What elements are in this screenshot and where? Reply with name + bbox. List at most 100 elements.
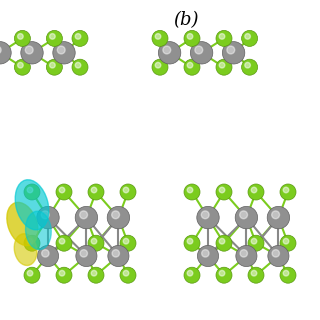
Circle shape	[80, 250, 87, 257]
Text: (b): (b)	[173, 11, 198, 29]
Circle shape	[184, 267, 200, 283]
Circle shape	[216, 59, 232, 75]
Circle shape	[152, 59, 168, 75]
Circle shape	[88, 184, 104, 200]
Circle shape	[227, 46, 235, 54]
Circle shape	[195, 46, 203, 54]
Circle shape	[27, 187, 33, 193]
Circle shape	[283, 187, 289, 193]
Circle shape	[280, 267, 296, 283]
Circle shape	[24, 267, 40, 283]
Circle shape	[53, 42, 75, 64]
Circle shape	[75, 34, 81, 39]
Circle shape	[219, 238, 225, 244]
Circle shape	[187, 62, 193, 68]
Circle shape	[88, 235, 104, 251]
Circle shape	[219, 270, 225, 276]
Circle shape	[201, 211, 209, 219]
Circle shape	[240, 211, 248, 219]
Circle shape	[123, 238, 129, 244]
Circle shape	[251, 187, 257, 193]
Circle shape	[155, 34, 161, 39]
Circle shape	[0, 42, 11, 64]
Circle shape	[268, 245, 289, 267]
Circle shape	[112, 250, 119, 257]
Circle shape	[120, 267, 136, 283]
Ellipse shape	[14, 234, 37, 266]
Circle shape	[184, 235, 200, 251]
Circle shape	[75, 206, 98, 229]
Circle shape	[163, 46, 171, 54]
Circle shape	[245, 34, 251, 39]
Circle shape	[184, 184, 200, 200]
Circle shape	[283, 270, 289, 276]
Circle shape	[267, 206, 290, 229]
Circle shape	[120, 184, 136, 200]
Circle shape	[251, 270, 257, 276]
Circle shape	[248, 235, 264, 251]
Circle shape	[216, 184, 232, 200]
Circle shape	[184, 59, 200, 75]
Circle shape	[280, 184, 296, 200]
Circle shape	[216, 235, 232, 251]
Circle shape	[283, 238, 289, 244]
Circle shape	[155, 62, 161, 68]
Circle shape	[37, 245, 59, 267]
Circle shape	[25, 46, 33, 54]
Circle shape	[248, 267, 264, 283]
Circle shape	[219, 187, 225, 193]
Circle shape	[18, 34, 23, 39]
Circle shape	[184, 30, 200, 46]
Circle shape	[123, 187, 129, 193]
Circle shape	[91, 187, 97, 193]
Circle shape	[248, 184, 264, 200]
Circle shape	[41, 211, 49, 219]
Circle shape	[46, 30, 62, 46]
Circle shape	[37, 206, 59, 229]
Circle shape	[91, 238, 97, 244]
Circle shape	[50, 34, 55, 39]
Circle shape	[76, 245, 97, 267]
Circle shape	[123, 270, 129, 276]
Circle shape	[187, 270, 193, 276]
Circle shape	[152, 30, 168, 46]
Circle shape	[57, 46, 65, 54]
Ellipse shape	[15, 180, 49, 230]
Circle shape	[91, 270, 97, 276]
Circle shape	[27, 238, 33, 244]
Circle shape	[112, 211, 120, 219]
Circle shape	[242, 30, 258, 46]
Circle shape	[42, 250, 49, 257]
Circle shape	[21, 42, 43, 64]
Circle shape	[0, 46, 1, 54]
Ellipse shape	[7, 202, 38, 246]
Circle shape	[88, 267, 104, 283]
Circle shape	[190, 42, 213, 64]
Circle shape	[216, 267, 232, 283]
Circle shape	[240, 250, 247, 257]
Circle shape	[50, 62, 55, 68]
Circle shape	[219, 62, 225, 68]
Circle shape	[219, 34, 225, 39]
Circle shape	[80, 211, 88, 219]
Circle shape	[14, 30, 30, 46]
Circle shape	[27, 270, 33, 276]
Circle shape	[18, 62, 23, 68]
Circle shape	[24, 184, 40, 200]
Circle shape	[75, 62, 81, 68]
Circle shape	[158, 42, 181, 64]
Circle shape	[56, 235, 72, 251]
Circle shape	[187, 187, 193, 193]
Circle shape	[107, 206, 130, 229]
Circle shape	[251, 238, 257, 244]
Circle shape	[59, 187, 65, 193]
Circle shape	[216, 30, 232, 46]
Circle shape	[187, 238, 193, 244]
Circle shape	[72, 30, 88, 46]
Circle shape	[235, 206, 258, 229]
Circle shape	[56, 184, 72, 200]
Circle shape	[72, 59, 88, 75]
Circle shape	[120, 235, 136, 251]
Circle shape	[280, 235, 296, 251]
Circle shape	[14, 59, 30, 75]
